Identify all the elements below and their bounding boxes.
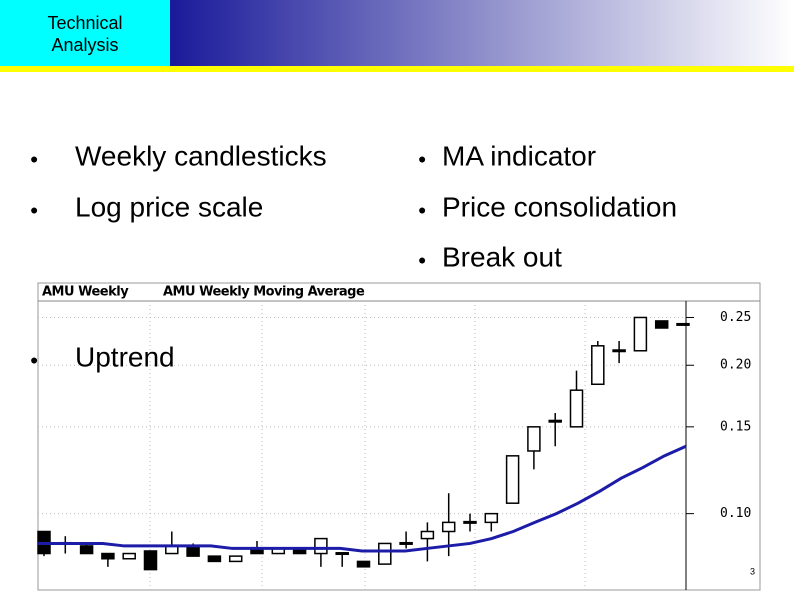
candle-body (314, 537, 328, 555)
candle-body (378, 542, 392, 565)
candle-body (654, 320, 669, 329)
moving-average (38, 444, 687, 553)
legend-label: AMU Weekly Moving Average (163, 285, 365, 300)
candle-body (505, 455, 520, 504)
candle-body (569, 389, 584, 428)
candle-body (548, 419, 562, 423)
chart: 0.10 0.15 0.20 0.25 AMU Weekly AMU Weekly Mov… (37, 285, 751, 571)
bullets: ● Weekly candlesticks ● Log price scale … (30, 140, 677, 372)
candle-body (676, 322, 690, 326)
page-number: 3 (750, 566, 755, 576)
y-tick-label: 0.20 (720, 358, 751, 373)
y-tick-label: 0.15 (720, 419, 751, 434)
candle-body (591, 345, 605, 386)
header-title: Technical Analysis (47, 13, 122, 55)
candle-body (484, 512, 499, 524)
header-box (0, 0, 170, 66)
candle-body (186, 545, 200, 557)
candle-body (207, 555, 222, 563)
candle-body (399, 541, 413, 545)
bullet-dot: ● (30, 202, 38, 218)
legend-label: AMU Weekly (42, 285, 129, 300)
chart-frame (37, 282, 761, 591)
bullet-dot: ● (418, 202, 426, 218)
y-tick-label: 0.10 (720, 506, 751, 521)
bullet: Weekly candlesticks (75, 140, 327, 171)
header-rule (0, 66, 794, 72)
candle-body (79, 545, 94, 555)
candle-body (335, 552, 349, 556)
bullet-dot: ● (418, 252, 426, 268)
bullet-dot: ● (30, 151, 38, 167)
candle-body (612, 349, 626, 353)
candle-body (527, 426, 541, 452)
bullet: MA indicator (442, 140, 596, 171)
candle-body (143, 550, 158, 571)
y-tick-label: 0.25 (720, 310, 751, 325)
candle-body (441, 521, 456, 533)
candle-body (101, 552, 115, 560)
candle-body (356, 560, 371, 568)
bullet: Break out (442, 241, 562, 272)
bullet-dot: ● (418, 151, 426, 167)
candle-body (122, 552, 136, 560)
candle-body (228, 555, 243, 563)
bullet: Price consolidation (442, 191, 677, 222)
candle-body (633, 316, 648, 352)
candle-body (420, 530, 435, 540)
bullet: Uptrend (75, 341, 175, 372)
header-band (170, 0, 794, 66)
bullet: Log price scale (75, 191, 263, 222)
bullet-dot: ● (30, 352, 38, 368)
candle-body (463, 520, 477, 524)
